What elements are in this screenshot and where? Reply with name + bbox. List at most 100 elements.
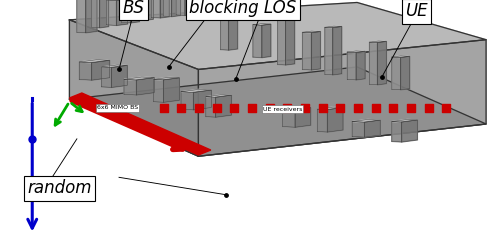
- Polygon shape: [172, 0, 181, 17]
- Polygon shape: [176, 0, 185, 15]
- Polygon shape: [154, 77, 180, 80]
- Polygon shape: [112, 65, 127, 87]
- Polygon shape: [286, 4, 295, 65]
- Polygon shape: [392, 120, 418, 122]
- Point: [178, 106, 186, 110]
- Polygon shape: [144, 0, 153, 20]
- Polygon shape: [253, 24, 271, 25]
- Point: [354, 106, 362, 110]
- Text: UE: UE: [405, 2, 428, 20]
- Polygon shape: [370, 41, 386, 43]
- Point: [372, 106, 380, 110]
- Polygon shape: [185, 0, 194, 15]
- Polygon shape: [79, 62, 92, 80]
- Polygon shape: [79, 60, 110, 63]
- Point: [266, 106, 274, 110]
- Polygon shape: [124, 77, 154, 80]
- Point: [230, 106, 239, 110]
- Point: [389, 106, 397, 110]
- Point: [425, 106, 433, 110]
- Polygon shape: [325, 26, 342, 28]
- Polygon shape: [100, 0, 109, 28]
- Text: 6x6 MIMO BS: 6x6 MIMO BS: [97, 105, 138, 110]
- Text: blocking LOS: blocking LOS: [189, 0, 297, 17]
- Polygon shape: [221, 0, 229, 50]
- Polygon shape: [303, 32, 311, 70]
- Polygon shape: [181, 92, 193, 110]
- Polygon shape: [317, 107, 343, 110]
- Polygon shape: [164, 78, 180, 102]
- Polygon shape: [229, 0, 238, 50]
- Point: [160, 106, 168, 110]
- Polygon shape: [392, 57, 401, 90]
- Polygon shape: [136, 0, 144, 20]
- Text: UE receivers: UE receivers: [263, 107, 302, 112]
- Point: [232, 77, 240, 81]
- Polygon shape: [198, 40, 486, 156]
- Polygon shape: [347, 52, 356, 80]
- Point: [407, 106, 415, 110]
- Polygon shape: [356, 51, 365, 80]
- Point: [301, 106, 309, 110]
- Polygon shape: [370, 42, 377, 85]
- Polygon shape: [117, 0, 128, 25]
- Point: [319, 106, 327, 110]
- Polygon shape: [164, 0, 172, 17]
- Polygon shape: [102, 67, 112, 87]
- Polygon shape: [283, 109, 295, 127]
- Polygon shape: [69, 67, 486, 156]
- Point: [283, 106, 291, 110]
- Polygon shape: [402, 120, 418, 142]
- Point: [195, 106, 203, 110]
- Point: [248, 106, 256, 110]
- Polygon shape: [193, 90, 211, 110]
- Polygon shape: [77, 0, 86, 33]
- Polygon shape: [325, 27, 333, 75]
- Polygon shape: [206, 95, 231, 97]
- Polygon shape: [333, 27, 342, 75]
- Polygon shape: [278, 4, 295, 5]
- Point: [378, 75, 386, 79]
- Point: [336, 106, 344, 110]
- Polygon shape: [401, 56, 410, 90]
- Polygon shape: [86, 0, 97, 33]
- Polygon shape: [69, 20, 198, 156]
- Polygon shape: [130, 0, 139, 23]
- Polygon shape: [92, 0, 100, 28]
- Polygon shape: [124, 79, 136, 95]
- Polygon shape: [347, 51, 365, 53]
- Polygon shape: [365, 120, 380, 137]
- Polygon shape: [295, 108, 310, 127]
- Polygon shape: [136, 78, 154, 95]
- Polygon shape: [283, 107, 310, 110]
- Polygon shape: [352, 122, 365, 137]
- Polygon shape: [206, 97, 216, 117]
- Polygon shape: [327, 108, 343, 132]
- Polygon shape: [151, 0, 160, 18]
- Polygon shape: [392, 56, 410, 58]
- Point: [213, 106, 221, 110]
- Polygon shape: [253, 25, 262, 58]
- Polygon shape: [317, 109, 327, 132]
- Polygon shape: [377, 41, 386, 85]
- Polygon shape: [392, 122, 402, 142]
- Polygon shape: [107, 0, 117, 25]
- Polygon shape: [262, 24, 271, 58]
- Polygon shape: [181, 89, 211, 93]
- Polygon shape: [216, 95, 231, 117]
- Polygon shape: [311, 31, 320, 70]
- Polygon shape: [122, 0, 130, 23]
- Polygon shape: [303, 31, 320, 33]
- Polygon shape: [69, 93, 211, 155]
- Point: [28, 137, 36, 141]
- Point: [115, 67, 123, 71]
- Polygon shape: [69, 2, 486, 69]
- Polygon shape: [102, 65, 127, 67]
- Text: random: random: [27, 180, 92, 197]
- Polygon shape: [154, 79, 164, 102]
- Point: [165, 65, 173, 69]
- Polygon shape: [160, 0, 169, 18]
- Text: BS: BS: [123, 0, 145, 17]
- Polygon shape: [278, 5, 286, 65]
- Polygon shape: [352, 120, 380, 122]
